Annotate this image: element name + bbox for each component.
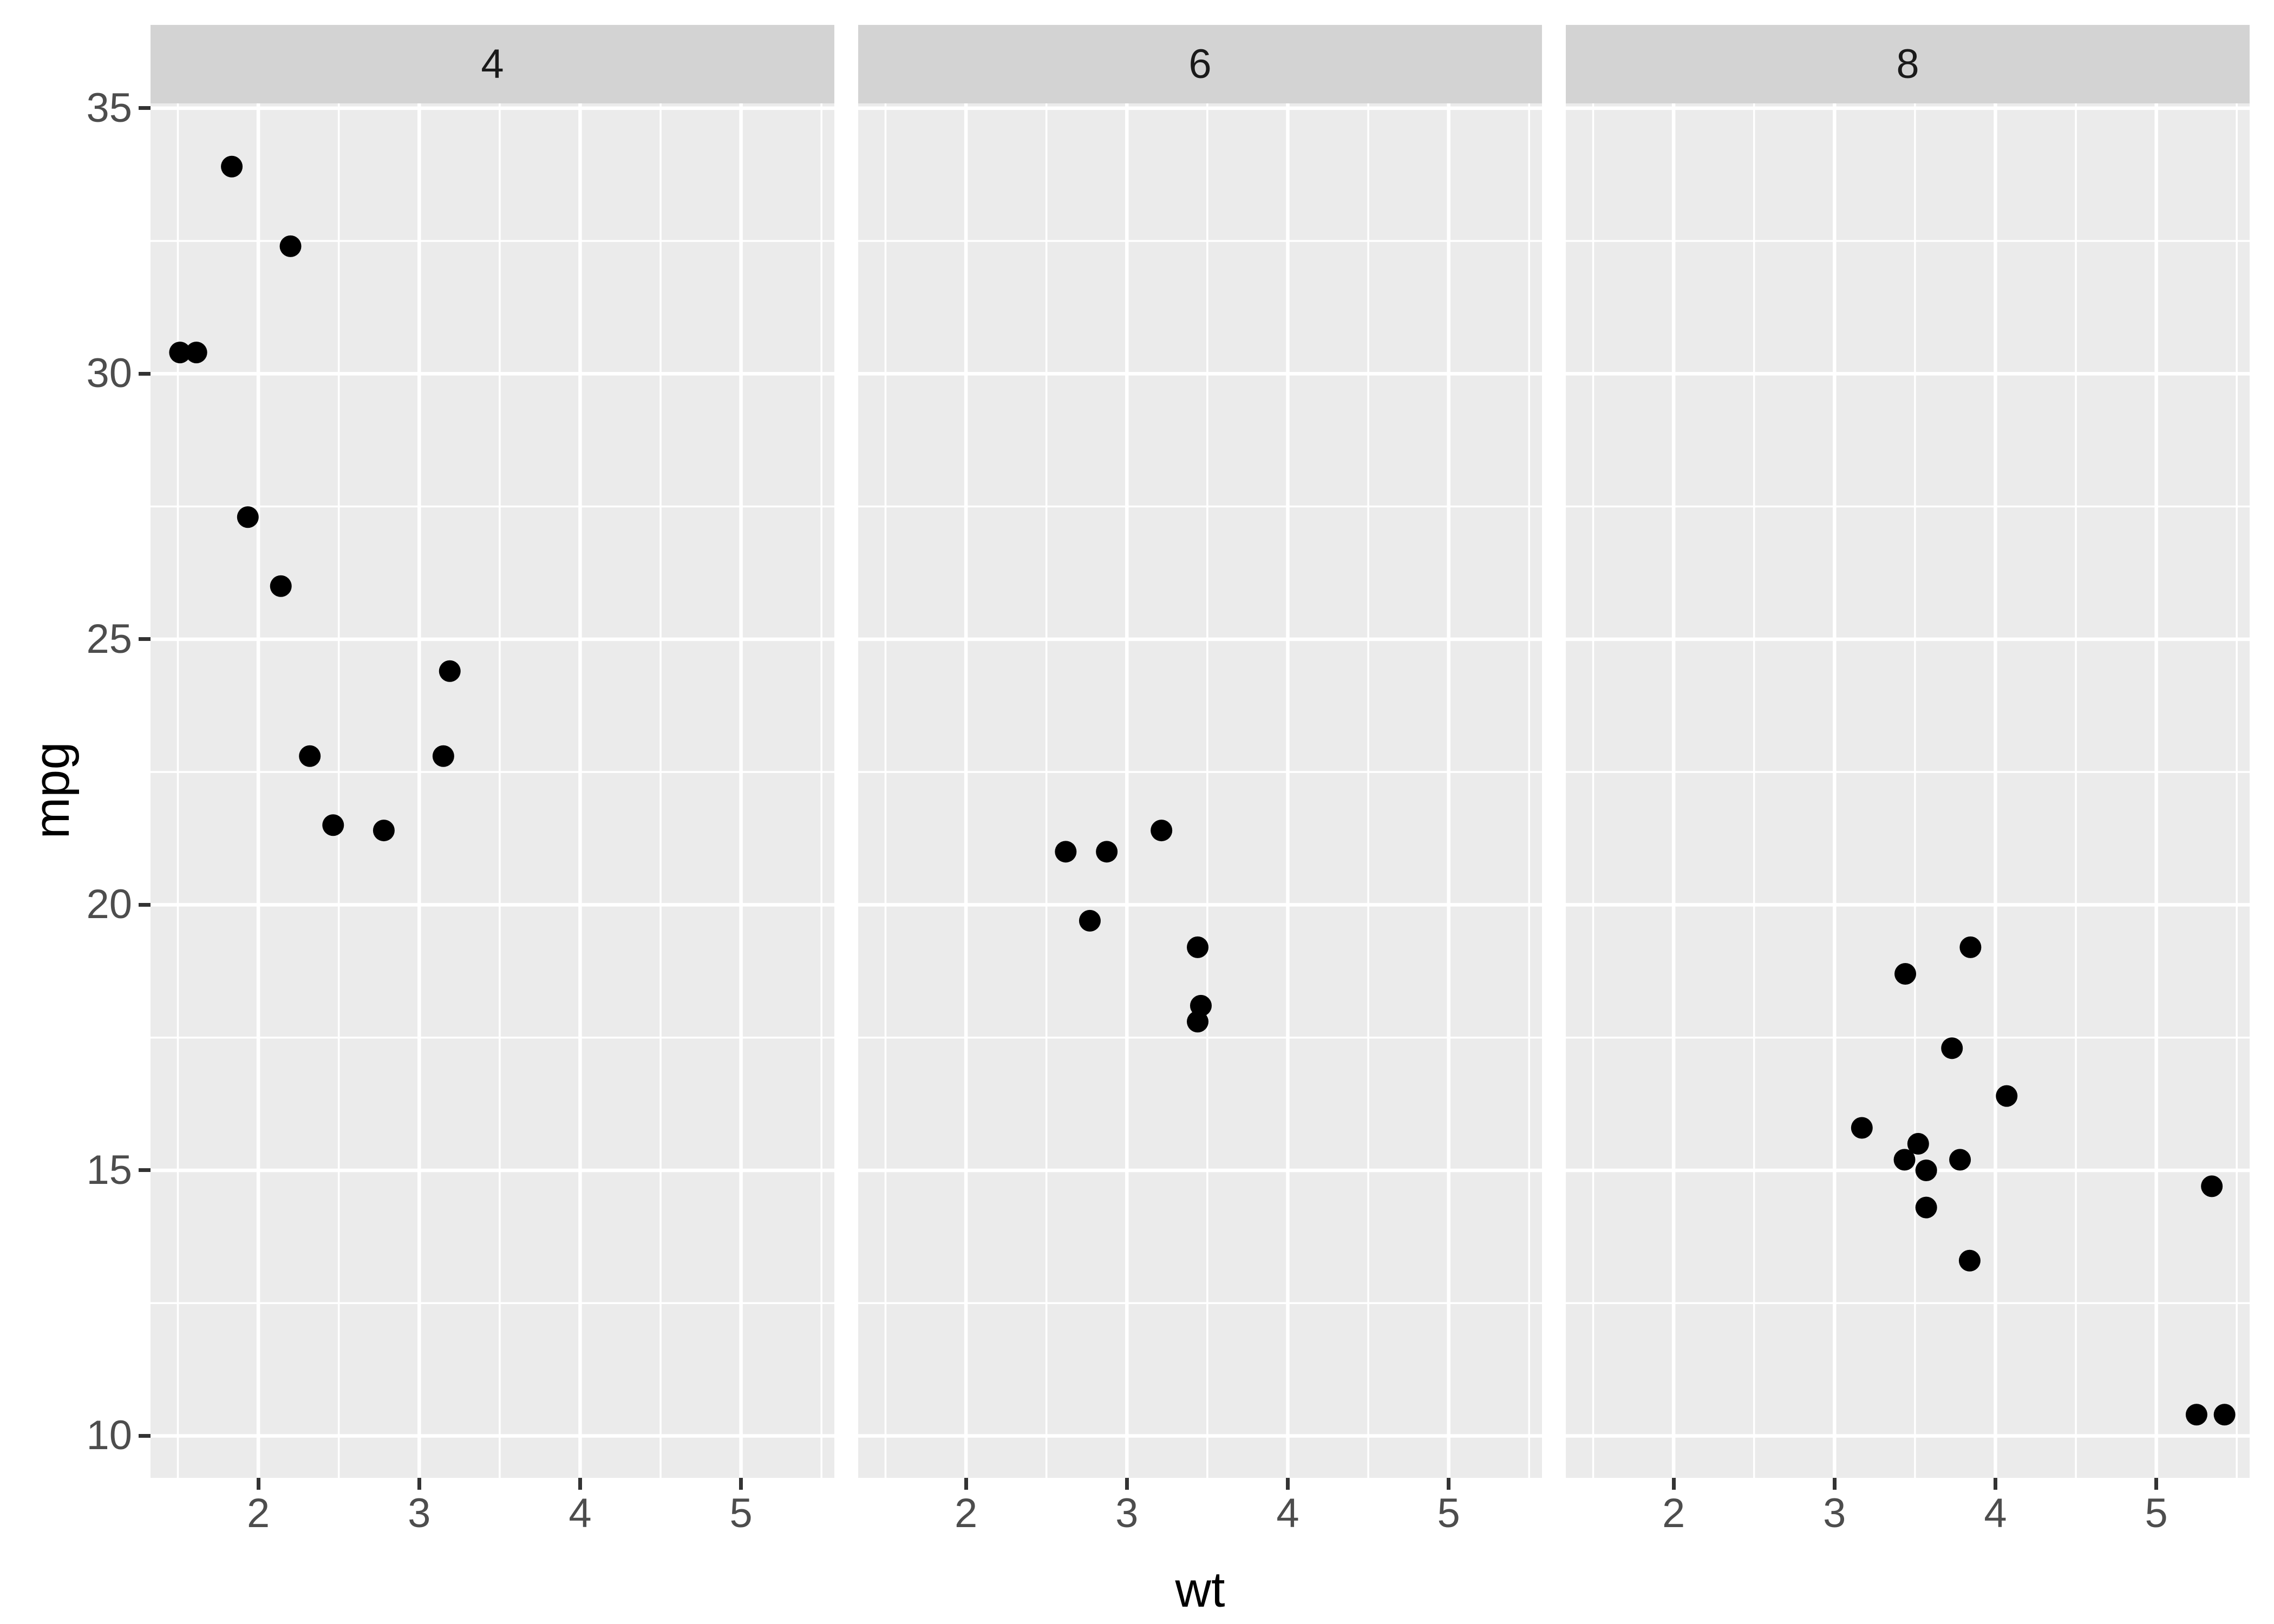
data-point [221,155,243,178]
y-tick-label: 20 [86,881,132,928]
facet-strip-label: 4 [481,41,504,87]
x-tick-mark [417,1478,421,1490]
y-tick-mark [139,371,151,376]
x-tick-label: 5 [729,1490,753,1536]
data-point [1915,1196,1937,1219]
x-tick-mark [1993,1478,1997,1490]
facet-strip: 8 [1566,25,2250,103]
data-point [432,745,454,767]
x-tick-label: 2 [954,1490,978,1536]
panel-background [858,103,1542,1478]
data-point [1915,1159,1937,1181]
x-tick-mark [1671,1478,1676,1490]
y-tick-mark [139,1168,151,1173]
data-point [1894,962,1917,985]
data-point [1941,1037,1963,1059]
data-point [299,745,321,767]
x-tick-label: 5 [2145,1490,2168,1536]
x-tick-mark [1285,1478,1290,1490]
x-tick-mark [1832,1478,1837,1490]
data-point [322,814,344,836]
x-tick-label: 4 [1984,1490,2007,1536]
data-point [1096,841,1118,863]
data-point [169,342,191,364]
data-point [1190,994,1212,1017]
x-axis-title: wt [1175,1562,1225,1618]
y-tick-mark [139,902,151,907]
x-tick-mark [256,1478,260,1490]
panel-facet-6 [858,103,1542,1478]
data-point [1958,1249,1981,1272]
x-tick-label: 4 [1276,1490,1299,1536]
data-point [2201,1175,2223,1197]
y-tick-label: 35 [86,84,132,131]
data-point [185,342,207,364]
panel-facet-8 [1566,103,2250,1478]
data-point [270,575,292,597]
x-tick-mark [578,1478,582,1490]
x-tick-label: 4 [568,1490,592,1536]
data-point [373,820,395,842]
y-tick-label: 30 [86,350,132,397]
data-point [1949,1149,1971,1171]
data-point [1151,820,1173,842]
y-tick-label: 15 [86,1147,132,1193]
x-tick-label: 5 [1437,1490,1460,1536]
data-point [439,660,461,682]
data-point [237,506,259,528]
data-point [2185,1404,2207,1426]
data-point [1907,1132,1929,1155]
x-tick-mark [1125,1478,1129,1490]
facet-strip-label: 8 [1896,41,1919,87]
x-tick-label: 3 [1823,1490,1846,1536]
y-axis-title: mpg [24,742,80,839]
x-tick-mark [964,1478,968,1490]
data-point [1851,1117,1873,1139]
data-point [2213,1404,2236,1426]
x-tick-mark [739,1478,743,1490]
facet-strip: 4 [151,25,834,103]
data-point [1187,936,1209,958]
data-point [1996,1085,2018,1107]
x-tick-label: 3 [1115,1490,1139,1536]
data-point [1079,909,1101,932]
data-point [1893,1149,1916,1171]
x-tick-label: 2 [1662,1490,1685,1536]
y-tick-mark [139,106,151,110]
panel-background [1566,103,2250,1478]
x-tick-mark [2154,1478,2159,1490]
data-point [1959,936,1982,958]
x-tick-mark [1447,1478,1451,1490]
y-tick-mark [139,1433,151,1438]
y-tick-label: 25 [86,615,132,662]
data-point [279,235,302,257]
facet-strip-label: 6 [1188,41,1212,87]
y-tick-label: 10 [86,1412,132,1459]
facet-strip: 6 [858,25,1542,103]
x-tick-label: 3 [408,1490,431,1536]
data-point [1055,841,1077,863]
y-tick-mark [139,637,151,641]
panel-background [151,103,834,1478]
x-tick-label: 2 [246,1490,270,1536]
panel-facet-4 [151,103,834,1478]
